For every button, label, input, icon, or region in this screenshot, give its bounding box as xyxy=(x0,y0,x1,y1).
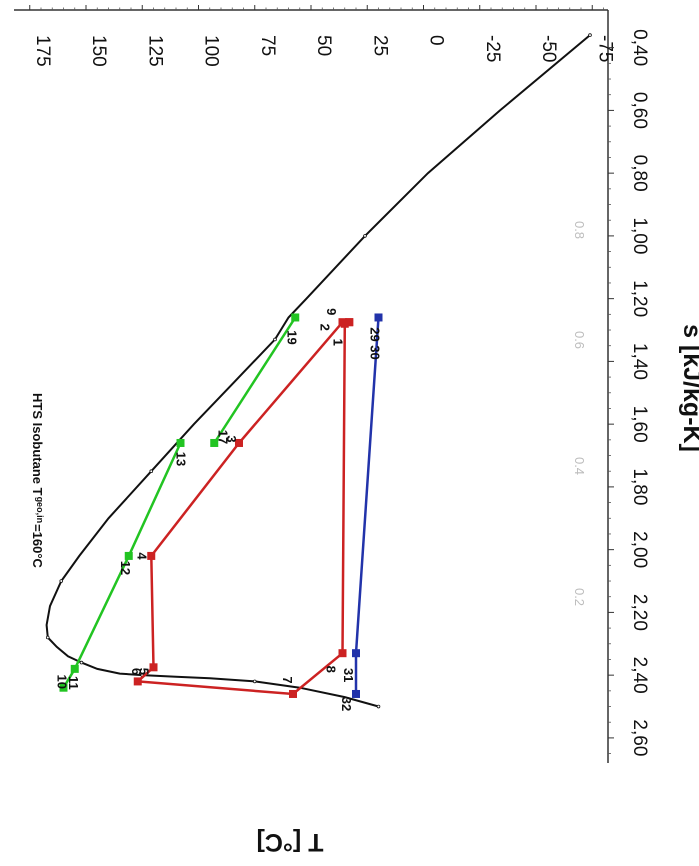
state-point-label: 32 xyxy=(339,697,354,711)
saturation-curve-marker xyxy=(252,679,257,684)
temperature-tick-label: 50 xyxy=(313,35,334,56)
entropy-tick-label: 1,00 xyxy=(629,217,650,254)
entropy-tick-label: 2,60 xyxy=(629,719,650,756)
saturation-curve-marker xyxy=(363,234,367,238)
saturation-curve-marker xyxy=(149,469,154,474)
inner-tick-label: 0.4 xyxy=(572,457,587,475)
state-point-marker xyxy=(291,313,300,322)
state-point-label: 19 xyxy=(284,330,299,344)
state-point-marker xyxy=(59,683,68,692)
inner-tick-label: 0.8 xyxy=(572,221,587,239)
entropy-tick-label: 0,80 xyxy=(629,155,650,192)
y-axis-label: T [°C] xyxy=(257,828,324,856)
state-point-label: 1 xyxy=(330,339,345,346)
chart-title-subscript: geo,in xyxy=(35,497,45,524)
chart-title: HTS Isobutane T xyxy=(30,393,45,496)
state-point-marker xyxy=(338,649,347,658)
state-point-label: 17 xyxy=(215,430,230,444)
inner-tick-label: 0.6 xyxy=(572,331,587,349)
state-point-label: 29 30 xyxy=(368,327,383,360)
saturation-curve xyxy=(45,34,591,708)
saturation-curve-marker xyxy=(45,635,50,640)
state-point-label: 9 xyxy=(324,308,339,315)
heat-source-line xyxy=(213,316,297,444)
state-point-marker xyxy=(70,664,79,673)
state-point-marker xyxy=(352,689,360,698)
temperature-tick-label: 150 xyxy=(88,35,109,67)
temperature-tick-label: 125 xyxy=(144,35,165,67)
entropy-tick-label: 2,20 xyxy=(629,594,650,631)
temperature-tick-label: 75 xyxy=(257,35,278,56)
state-point-marker xyxy=(345,318,354,327)
state-point-marker xyxy=(352,649,360,658)
saturation-curve-marker xyxy=(376,704,381,709)
state-point-label: 2 xyxy=(318,324,333,331)
saturation-curve-marker xyxy=(273,337,277,342)
temperature-tick-label: -50 xyxy=(538,35,559,62)
state-point-marker xyxy=(133,677,142,686)
inner-tick-label: 0.2 xyxy=(572,588,587,606)
state-point-label: 31 xyxy=(341,668,356,682)
state-point-marker xyxy=(124,551,133,560)
isobutane-cycle-line xyxy=(134,320,350,696)
temperature-tick-label: 25 xyxy=(369,35,390,56)
x-axis-label: s [kJ/kg-K] xyxy=(678,324,699,452)
saturation-curve-marker xyxy=(79,660,84,665)
state-point-label: 12 xyxy=(118,561,133,575)
state-point-label: 3 xyxy=(224,435,239,442)
state-point-marker xyxy=(374,313,383,322)
state-point-label: 7 xyxy=(280,676,295,683)
entropy-tick-label: 1,80 xyxy=(629,468,650,505)
chart-title-tail: =160°C xyxy=(30,524,45,568)
entropy-tick-label: 1,20 xyxy=(629,280,650,317)
saturation-curve-marker xyxy=(59,579,64,583)
entropy-tick-label: 2,40 xyxy=(629,657,650,694)
entropy-tick-label: 0,60 xyxy=(629,92,650,129)
state-point-marker xyxy=(147,551,156,560)
state-point-label: 10 xyxy=(55,674,70,688)
temperature-tick-label: 175 xyxy=(32,35,53,67)
state-point-marker xyxy=(149,663,158,672)
temperature-tick-label: 0 xyxy=(426,35,447,46)
state-point-marker xyxy=(340,319,349,328)
saturation-curve-marker xyxy=(588,33,592,37)
entropy-tick-label: 1,40 xyxy=(629,343,650,380)
state-point-marker xyxy=(235,438,243,447)
state-point-label: 8 xyxy=(324,666,339,673)
entropy-tick-label: 1,60 xyxy=(629,406,650,443)
temperature-tick-label: 100 xyxy=(201,35,222,67)
state-point-label: 1 xyxy=(330,339,345,346)
state-point-marker xyxy=(210,438,219,447)
state-point-label: 4 xyxy=(134,552,149,560)
state-point-marker xyxy=(289,689,297,698)
temperature-tick-label: -75 xyxy=(594,35,615,62)
state-point-label: 5 xyxy=(137,668,152,675)
state-point-label: 13 xyxy=(174,452,189,466)
state-point-label: 6 xyxy=(129,668,144,675)
entropy-tick-label: 0,40 xyxy=(629,29,650,66)
entropy-tick-label: 2,00 xyxy=(629,531,650,568)
state-point-label: 11 xyxy=(66,676,81,690)
state-point-marker xyxy=(176,438,185,447)
heat-source-line xyxy=(62,442,182,689)
temperature-tick-label: -25 xyxy=(482,35,503,62)
